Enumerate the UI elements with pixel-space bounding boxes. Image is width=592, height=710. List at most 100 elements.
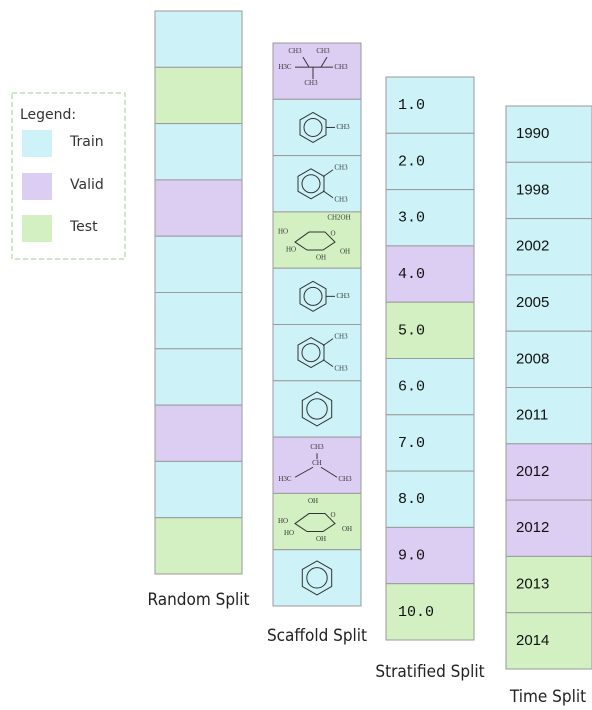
column-label: Scaffold Split (267, 626, 367, 646)
bond (294, 466, 314, 478)
split-cell (272, 324, 362, 382)
molecule: CH3 CH3 (297, 332, 348, 372)
ring (294, 513, 336, 533)
split-cell (272, 267, 362, 326)
split-cell (505, 387, 592, 445)
ring (301, 560, 333, 596)
cell-value: 3.0 (398, 210, 425, 227)
cell-value: 2013 (516, 576, 549, 593)
column-label: Random Split (147, 590, 249, 610)
atom-label: CH2OH (327, 214, 350, 222)
split-cell (505, 612, 592, 670)
atom-label: OH (340, 248, 350, 256)
atom-label: HO (286, 246, 296, 254)
column-label: Stratified Split (375, 662, 484, 682)
molecule: CH3 CH H3C CH3 (278, 443, 352, 483)
split-cell (505, 274, 592, 332)
split-cell (505, 443, 592, 501)
split-cell (385, 470, 475, 528)
split-cell (385, 301, 475, 360)
atom-label: CH3 (288, 47, 302, 55)
ring (301, 391, 333, 427)
ring (299, 280, 327, 312)
split-cell (272, 492, 362, 551)
atom-label: OH (342, 525, 352, 533)
split-cell (154, 348, 243, 406)
molecule (301, 560, 333, 596)
atom-label: CH (312, 459, 322, 467)
atom-label: CH3 (304, 79, 318, 87)
cell-value: 4.0 (398, 266, 425, 283)
atom-label: CH3 (336, 292, 350, 300)
atom-label: HO (278, 228, 288, 236)
atom-label: CH3 (310, 443, 324, 451)
split-cell (154, 123, 243, 181)
cell-value: 2008 (516, 350, 549, 367)
legend-label: Train (69, 134, 104, 150)
ring-bond (303, 117, 323, 137)
split-cell (154, 404, 243, 462)
atom-label: CH3 (334, 63, 348, 71)
legend-swatch (22, 215, 52, 242)
atom-label: HO (278, 517, 288, 525)
legend-title: Legend: (20, 107, 76, 123)
atom-label: O (330, 230, 335, 238)
bond (320, 56, 328, 68)
atom-label: OH (316, 254, 326, 262)
column-label: Time Split (509, 687, 586, 707)
ring-bond (301, 343, 321, 363)
atom-label: CH3 (316, 47, 330, 55)
cell-value: 2002 (516, 238, 549, 255)
atom-label: CH3 (336, 123, 350, 131)
bond (322, 359, 334, 368)
bond (322, 190, 334, 199)
molecule: CH2OH O HO HO OH OH (278, 214, 351, 262)
split-cell (154, 460, 243, 519)
ring-bond (303, 286, 323, 306)
legend-swatch (22, 173, 52, 200)
ring (294, 231, 336, 251)
legend-label: Test (69, 219, 98, 235)
cell-value: 2.0 (398, 153, 425, 170)
atom-label: CH3 (334, 332, 348, 340)
molecule: OH O HO HO OH OH (278, 497, 352, 543)
split-cell (385, 526, 475, 585)
split-cell (385, 358, 475, 416)
split-cell (154, 10, 243, 68)
bond (322, 338, 334, 347)
molecule: CH3 CH3 (297, 163, 348, 203)
cell-value: 6.0 (398, 379, 425, 396)
split-cell (154, 292, 243, 350)
cell-value: 1990 (516, 125, 549, 142)
cell-value: 2011 (516, 407, 548, 424)
cell-value: 10.0 (398, 604, 434, 621)
cell-value: 2012 (516, 463, 549, 480)
atom-label: HO (284, 529, 294, 537)
atom-label: OH (316, 535, 326, 543)
split-cell (154, 517, 243, 575)
atom-label: H3C (278, 63, 292, 71)
atom-label: H3C (278, 475, 292, 483)
split-cell (272, 436, 362, 494)
split-cell (505, 161, 592, 220)
split-cell (272, 380, 362, 438)
split-cell (385, 76, 475, 134)
molecule (301, 391, 333, 427)
atom-label: CH3 (334, 163, 348, 171)
atom-label: CH3 (338, 475, 352, 483)
bond (320, 466, 338, 478)
molecule: CH3 (299, 280, 350, 312)
split-cell (385, 132, 475, 191)
atom-label: CH3 (334, 364, 348, 372)
split-cell (385, 189, 475, 247)
split-cell (505, 218, 592, 276)
cell-value: 9.0 (398, 548, 425, 565)
cell-value: 2014 (516, 632, 549, 649)
molecule: CH3 CH3 H3C CH3 CH3 (278, 47, 348, 87)
split-cell (385, 583, 475, 641)
cell-value: 7.0 (398, 435, 425, 452)
ring (299, 111, 327, 143)
split-cell (154, 235, 243, 293)
bond (322, 169, 334, 178)
